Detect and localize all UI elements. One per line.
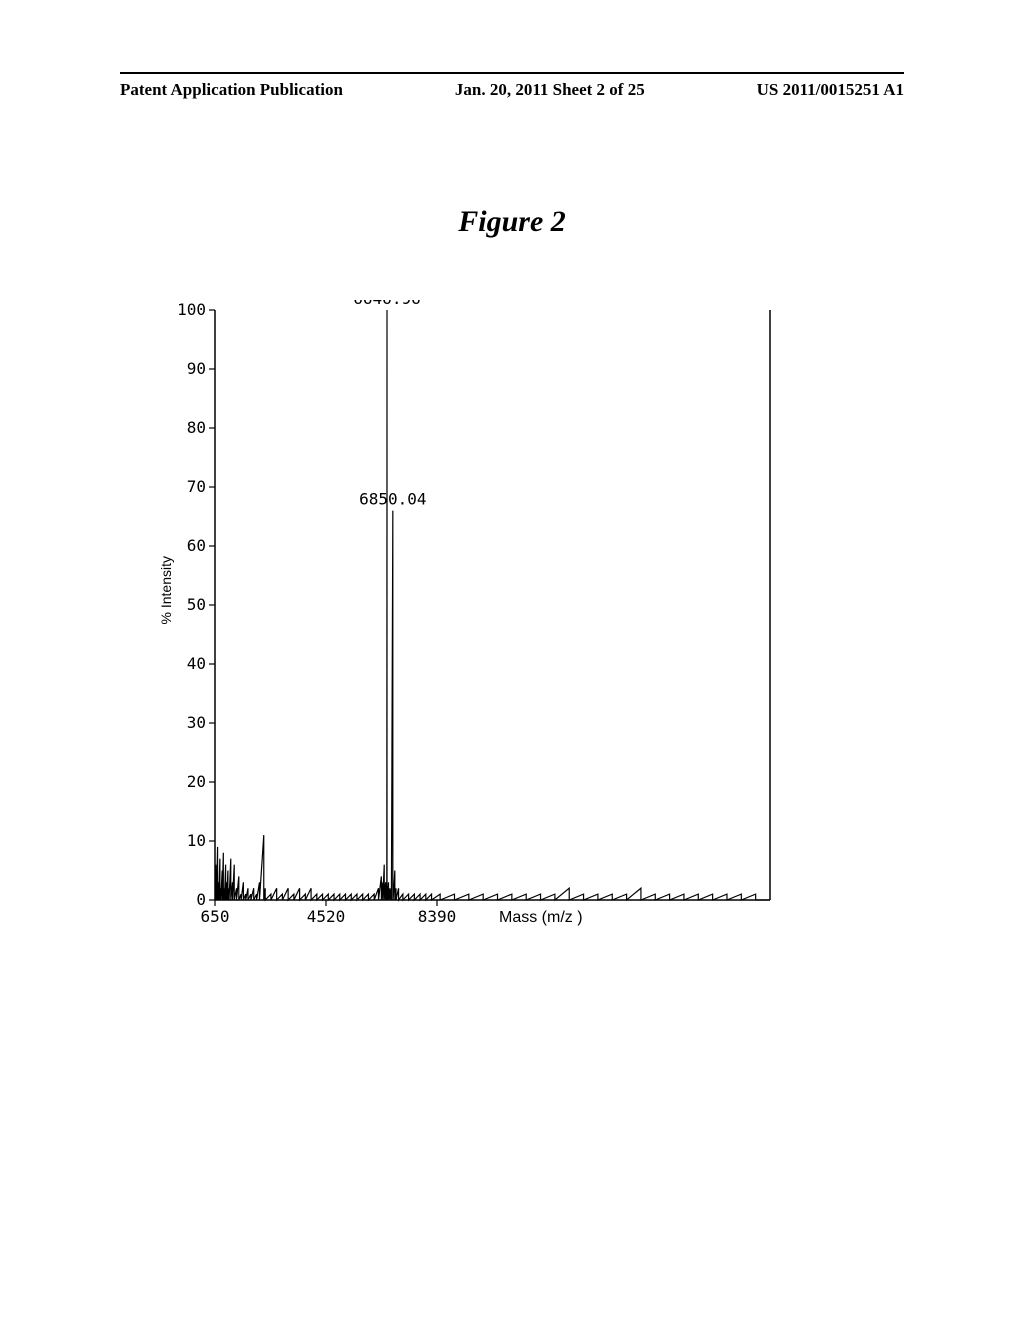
- svg-text:Mass (m/z ): Mass (m/z ): [499, 909, 583, 926]
- chart-svg: 010203040506070809010065045208390% Inten…: [155, 300, 775, 940]
- svg-text:% Intensity: % Intensity: [158, 556, 174, 624]
- svg-text:70: 70: [187, 477, 206, 496]
- page: Patent Application Publication Jan. 20, …: [0, 0, 1024, 1320]
- svg-text:30: 30: [187, 713, 206, 732]
- svg-text:90: 90: [187, 359, 206, 378]
- svg-text:50: 50: [187, 595, 206, 614]
- mass-spectrum-chart: 010203040506070809010065045208390% Inten…: [155, 300, 775, 940]
- svg-text:60: 60: [187, 536, 206, 555]
- header-center: Jan. 20, 2011 Sheet 2 of 25: [455, 80, 645, 100]
- header-left: Patent Application Publication: [120, 80, 343, 100]
- svg-text:10: 10: [187, 831, 206, 850]
- svg-text:100: 100: [177, 300, 206, 319]
- svg-text:6850.04: 6850.04: [359, 490, 426, 509]
- svg-text:650: 650: [201, 907, 230, 926]
- svg-text:40: 40: [187, 654, 206, 673]
- svg-text:80: 80: [187, 418, 206, 437]
- figure-title: Figure 2: [0, 205, 1024, 239]
- svg-text:20: 20: [187, 772, 206, 791]
- page-header: Patent Application Publication Jan. 20, …: [120, 80, 904, 100]
- svg-text:6646.96: 6646.96: [353, 300, 420, 308]
- header-rule: [120, 72, 904, 74]
- header-right: US 2011/0015251 A1: [757, 80, 904, 100]
- svg-text:8390: 8390: [418, 907, 457, 926]
- svg-text:4520: 4520: [307, 907, 346, 926]
